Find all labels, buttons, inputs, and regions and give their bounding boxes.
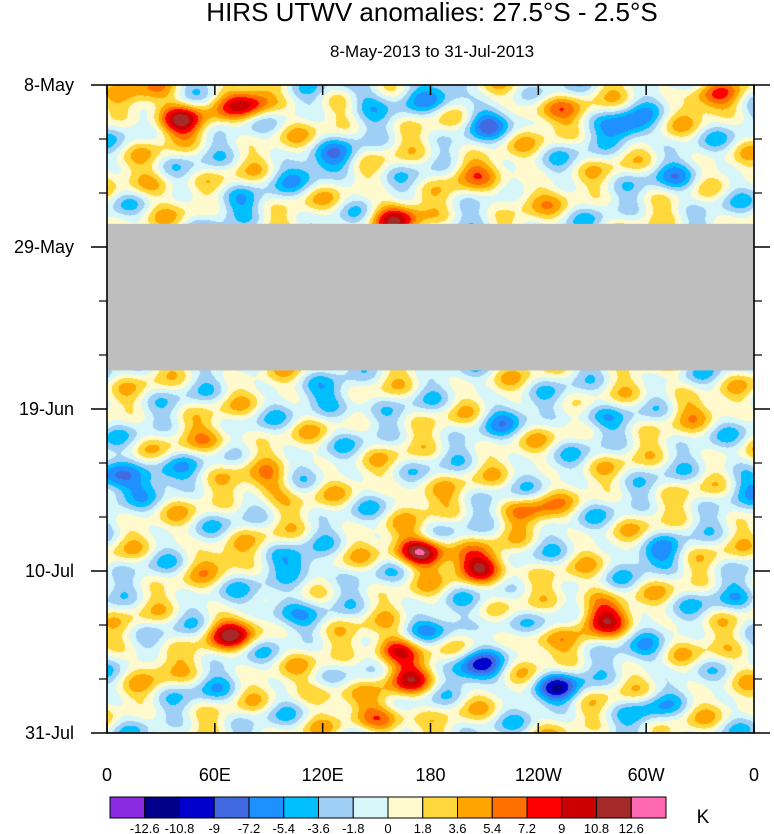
y-tick-label: 10-Jul [25, 561, 74, 581]
y-axis: 8-May 29-May 19-Jun 10-Jul 31-Jul [14, 75, 770, 743]
colorbar-label: -9 [208, 821, 220, 834]
x-tick-label: 0 [749, 765, 759, 785]
colorbar-label: -10.8 [165, 821, 195, 834]
chart-title: HIRS UTWV anomalies: 27.5°S - 2.5°S [206, 0, 657, 27]
missing-data-layer [107, 223, 754, 371]
colorbar-swatch [248, 796, 285, 819]
colorbar-swatch [144, 796, 180, 819]
colorbar-swatch [283, 796, 319, 819]
colorbar: -12.6 -10.8 -9 -7.2 -5.4 -3.6 -1.8 0 1.8 3.6 5.4 7.… [109, 796, 667, 834]
chart-subtitle: 8-May-2013 to 31-Jul-2013 [330, 42, 534, 61]
colorbar-label: -5.4 [273, 821, 295, 834]
plot-area [106, 84, 755, 734]
colorbar-label: -7.2 [238, 821, 260, 834]
x-axis: 0 60E 120E 180 120W 60W 0 [102, 85, 759, 785]
colorbar-swatch [387, 796, 424, 819]
y-tick-label: 8-May [24, 75, 74, 95]
colorbar-swatch [457, 796, 493, 819]
colorbar-label: 9 [558, 821, 565, 834]
colorbar-swatch [596, 796, 632, 819]
colorbar-label: 7.2 [518, 821, 536, 834]
anomaly-field [107, 85, 754, 733]
x-tick-label: 0 [102, 765, 112, 785]
colorbar-label: 12.6 [619, 821, 644, 834]
y-tick-label: 31-Jul [25, 723, 74, 743]
x-tick-label: 60E [199, 765, 231, 785]
colorbar-swatch [561, 796, 597, 819]
colorbar-swatch [630, 796, 667, 819]
colorbar-swatch [109, 796, 146, 819]
y-tick-label: 29-May [14, 237, 74, 257]
colorbar-label: 3.6 [448, 821, 466, 834]
colorbar-label: 1.8 [414, 821, 432, 834]
colorbar-swatch [213, 796, 250, 819]
colorbar-swatch [352, 796, 389, 819]
colorbar-label: -1.8 [342, 821, 364, 834]
colorbar-label: 5.4 [483, 821, 501, 834]
x-tick-label: 180 [415, 765, 445, 785]
colorbar-units-label: K [697, 807, 710, 828]
colorbar-label: -12.6 [130, 821, 160, 834]
colorbar-swatch [179, 796, 215, 819]
colorbar-label: 0 [384, 821, 391, 834]
x-tick-label: 120W [515, 765, 562, 785]
colorbar-swatch [491, 796, 528, 819]
y-tick-label: 19-Jun [19, 399, 74, 419]
x-tick-label: 120E [302, 765, 344, 785]
colorbar-swatch [422, 796, 458, 819]
x-tick-label: 60W [628, 765, 665, 785]
missing-data-band [107, 223, 754, 371]
colorbar-label: -3.6 [307, 821, 329, 834]
colorbar-swatch [318, 796, 354, 819]
colorbar-swatch [526, 796, 563, 819]
colorbar-label: 10.8 [584, 821, 609, 834]
